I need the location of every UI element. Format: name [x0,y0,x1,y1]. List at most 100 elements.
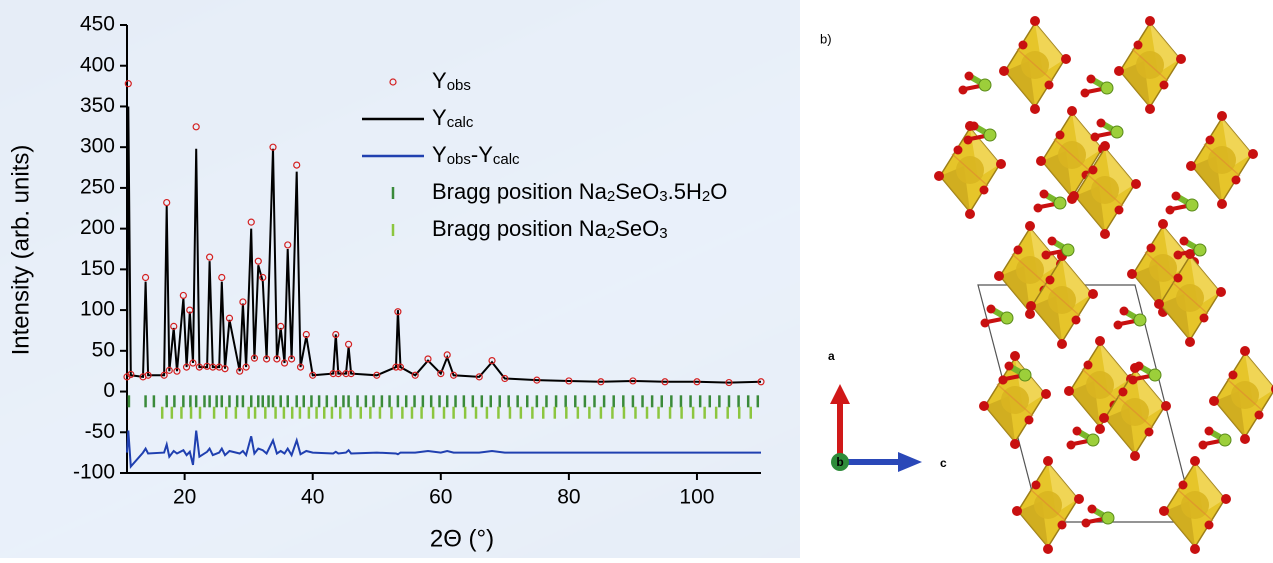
obs-point [565,377,573,385]
obs-point [284,241,292,249]
y-tick-label: -50 [85,420,115,443]
axis-label-c: c [940,456,947,470]
obs-point [269,143,277,151]
obs-point [206,253,214,261]
obs-point [239,298,247,306]
obs-point [396,363,405,371]
obs-point [195,363,203,371]
obs-point [189,359,197,367]
axis-label-b: b [836,455,843,469]
axis-origin-b [831,453,849,471]
obs-point [263,355,271,363]
y-tick-label: 200 [80,216,115,239]
obs-point [192,123,200,131]
x-tick-label: 60 [429,486,452,509]
obs-point [450,371,458,379]
obs-point [501,374,509,383]
obs-point [437,370,445,378]
obs-point [141,273,150,282]
y-tick-label: 0 [103,379,115,402]
obs-point [182,363,191,371]
obs-point [236,367,244,375]
obs-point [332,330,340,339]
series-line [126,430,761,469]
y-tick-label: 400 [80,53,115,76]
legend-label: Yobs-Ycalc [432,142,520,169]
obs-point [273,355,281,363]
y-tick-label: 100 [80,298,115,321]
obs-point [259,273,267,282]
obs-point [334,370,342,378]
legend-marker [389,78,397,86]
y-tick-label: 150 [80,257,115,280]
obs-point [173,367,181,375]
obs-point [302,330,310,339]
legend-label: Ycalc [432,105,474,132]
obs-point [725,378,733,387]
crystal-structure [933,15,1273,555]
y-tick-label: 50 [92,338,115,361]
y-tick-label: 350 [80,94,115,117]
obs-point [443,351,451,359]
obs-point [247,218,255,226]
obs-point [309,371,317,379]
obs-point [287,355,296,363]
panel-label: b) [820,31,832,46]
obs-point [165,366,173,374]
obs-point [342,370,350,378]
obs-point [293,161,301,169]
x-tick-label: 20 [173,486,196,509]
obs-point [179,291,187,300]
obs-point [163,198,171,207]
obs-point [242,363,250,371]
y-tick-label: 300 [80,135,115,158]
obs-point [629,377,637,385]
obs-point [661,378,669,386]
axis-label-a: a [828,349,835,363]
axes-indicator: a b c [828,349,947,472]
x-tick-label: 100 [679,486,714,509]
chart-panel [0,0,800,558]
x-tick-label: 40 [301,486,324,509]
obs-point [280,359,289,367]
obs-point [254,257,262,265]
legend-label: Bragg position Na2SeO3.5H2O [432,179,727,206]
obs-point [475,373,483,381]
obs-point [597,378,605,386]
obs-point [277,322,285,330]
y-axis-title: Intensity (arb. units) [7,145,34,356]
x-tick-label: 80 [557,486,580,509]
obs-point [127,370,135,379]
obs-point [160,371,168,379]
obs-point [394,308,402,316]
y-tick-label: -100 [73,461,115,484]
legend-label: Yobs [432,68,471,95]
obs-point [225,314,234,322]
obs-point [411,371,419,379]
axis-arrow-a-head [830,384,850,404]
obs-point [218,273,226,282]
obs-point [186,306,194,314]
obs-point [533,376,541,384]
obs-point [757,378,765,386]
obs-point [488,356,496,365]
obs-point [329,370,337,378]
obs-point [693,378,701,386]
axis-arrow-c-head [898,452,922,472]
obs-point [344,340,353,348]
obs-point [373,371,381,379]
y-tick-label: 250 [80,175,115,198]
obs-point [296,363,305,371]
legend-label: Bragg position Na2SeO3 [432,216,668,243]
obs-point [144,371,152,379]
x-axis-title: 2Θ (°) [430,525,494,552]
obs-point [424,355,432,363]
obs-point [392,363,400,371]
obs-point [221,365,229,373]
obs-point [124,80,132,88]
obs-point [347,370,355,378]
y-tick-label: 450 [80,13,115,36]
plot-area: -100 -50 0 50 100 150 200 250 300 350 400 450 20 40 60… [73,13,765,509]
